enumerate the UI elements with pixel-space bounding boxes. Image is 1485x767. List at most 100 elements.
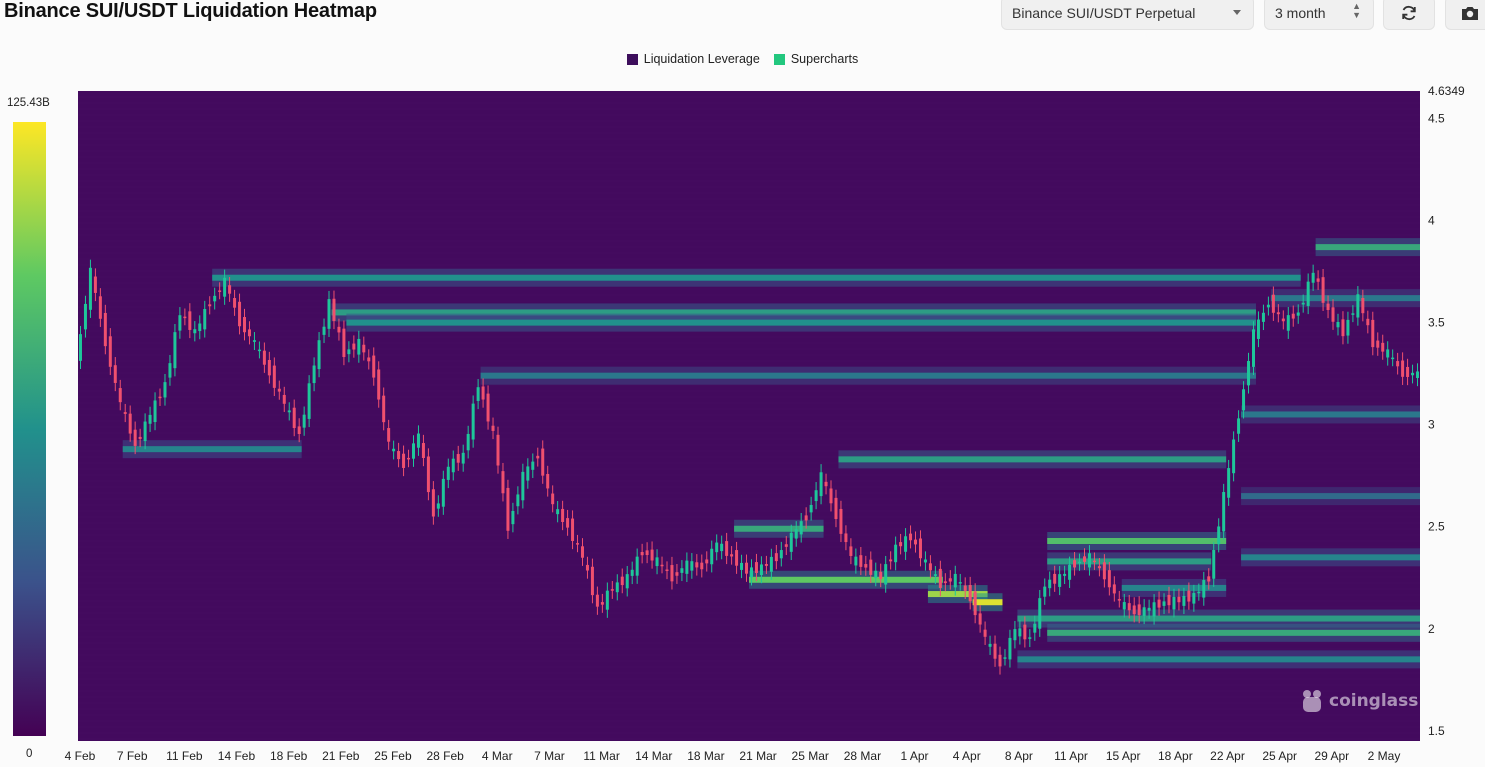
candle-body (948, 578, 952, 582)
candle-body (362, 344, 366, 353)
legend-item-liquidation[interactable]: Liquidation Leverage (626, 52, 760, 66)
legend-swatch (773, 53, 785, 65)
candle-body (1301, 302, 1305, 305)
candle-body (1092, 560, 1096, 563)
candle-body (650, 549, 654, 561)
candle-body (819, 472, 823, 497)
candle-body (680, 568, 684, 573)
candle-body (571, 518, 575, 541)
watermark-text: coinglass (1329, 691, 1419, 711)
candle-body (1247, 360, 1251, 386)
liquidation-band (972, 599, 1003, 606)
candle-body (1406, 366, 1410, 377)
range-select[interactable]: 3 month ▲ ▼ (1264, 0, 1374, 30)
screenshot-button[interactable] (1445, 0, 1485, 30)
candle-body (436, 503, 440, 509)
candle-body (745, 562, 749, 574)
candle-body (451, 458, 455, 473)
candle-body (1073, 560, 1077, 568)
x-tick-label: 18 Apr (1158, 749, 1193, 763)
candle-body (526, 466, 530, 481)
legend-item-supercharts[interactable]: Supercharts (773, 52, 858, 66)
y-tick-label: 2.5 (1428, 520, 1445, 534)
candle-body (367, 357, 371, 362)
candle-body (754, 562, 758, 573)
candle-body (228, 285, 232, 294)
candle-body (421, 443, 425, 459)
x-tick-label: 4 Mar (482, 749, 513, 763)
candle-body (352, 343, 356, 350)
candle-body (789, 532, 793, 552)
candle-body (148, 414, 152, 424)
candle-body (829, 488, 833, 504)
candle-body (83, 303, 87, 330)
candle-body (809, 504, 813, 513)
candle-body (690, 561, 694, 571)
plot-area (78, 91, 1420, 741)
candle-body (402, 453, 406, 468)
candle-body (1137, 604, 1141, 616)
candle-body (496, 434, 500, 466)
candle-body (1172, 596, 1176, 610)
candle-body (1182, 595, 1186, 606)
candle-body (1346, 319, 1350, 336)
candle-body (282, 394, 286, 404)
candle-body (546, 473, 550, 489)
liquidation-band (1047, 558, 1212, 565)
liquidation-band (1121, 584, 1227, 591)
candle-body (1242, 389, 1246, 411)
candle-body (1271, 294, 1275, 313)
candle-body (605, 590, 609, 610)
candle-body (486, 393, 490, 422)
candle-body (233, 298, 237, 308)
candle-body (909, 533, 913, 541)
candle-body (531, 461, 535, 470)
candle-body (113, 365, 117, 383)
candle-body (839, 508, 843, 534)
x-tick-label: 14 Mar (635, 749, 672, 763)
candle-body (585, 564, 589, 571)
candle-body (759, 564, 763, 576)
candle-body (978, 613, 982, 625)
candle-body (133, 429, 137, 446)
candle-body (243, 317, 247, 333)
candle-body (1296, 312, 1300, 316)
candle-body (1063, 573, 1067, 576)
candle-body (1043, 586, 1047, 597)
candle-body (1053, 573, 1057, 584)
liquidation-band (1241, 554, 1420, 561)
x-axis: 4 Feb 7 Feb 11 Feb 14 Feb 18 Feb 21 Feb 25 Feb… (65, 749, 1401, 763)
candle-body (824, 481, 828, 487)
candle-body (1157, 599, 1161, 608)
candle-body (576, 543, 580, 545)
candle-body (387, 428, 391, 442)
candle-body (108, 336, 112, 367)
x-tick-label: 4 Apr (953, 749, 981, 763)
candle-body (173, 332, 177, 369)
candle-body (779, 550, 783, 559)
candle-body (725, 541, 729, 556)
candle-body (397, 451, 401, 460)
x-tick-label: 1 Apr (901, 749, 929, 763)
candle-body (1281, 318, 1285, 322)
candle-body (625, 574, 629, 589)
candle-body (844, 533, 848, 543)
plot-background (78, 91, 1420, 741)
candle-body (1291, 313, 1295, 319)
y-tick-label: 2 (1428, 622, 1435, 636)
candle-body (710, 548, 714, 565)
candle-body (332, 298, 336, 321)
candle-body (1013, 629, 1017, 641)
candle-body (203, 309, 207, 330)
x-tick-label: 28 Feb (426, 749, 464, 763)
x-tick-label: 21 Feb (322, 749, 360, 763)
x-tick-label: 28 Mar (844, 749, 881, 763)
pair-select[interactable]: Binance SUI/USDT Perpetual (1001, 0, 1254, 30)
candle-body (1078, 561, 1082, 564)
candle-body (1008, 637, 1012, 660)
candle-body (128, 413, 132, 434)
candle-body (730, 554, 734, 557)
candle-body (193, 329, 197, 334)
refresh-button[interactable] (1383, 0, 1435, 30)
